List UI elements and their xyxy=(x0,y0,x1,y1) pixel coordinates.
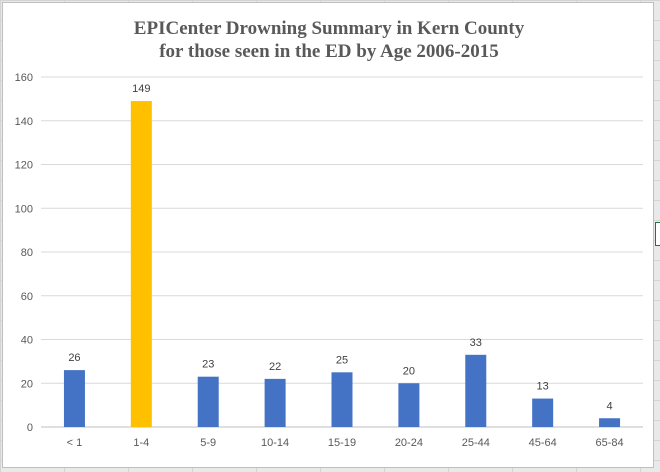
bar-0 xyxy=(63,370,85,427)
bar-4 xyxy=(331,372,353,427)
data-label-1: 149 xyxy=(132,83,150,95)
data-label-5: 20 xyxy=(403,365,415,377)
data-label-6: 33 xyxy=(470,337,482,349)
data-label-4: 25 xyxy=(336,354,348,366)
x-tick-label-7: 45-64 xyxy=(529,437,557,449)
bar-6 xyxy=(465,354,487,427)
x-tick-label-0: < 1 xyxy=(67,437,83,449)
data-label-0: 26 xyxy=(68,352,80,364)
y-tick-label-0: 0 xyxy=(27,422,33,434)
y-tick-label-3: 60 xyxy=(21,291,33,303)
data-label-8: 4 xyxy=(606,400,612,412)
bar-chart-plot: 0 20 40 60 80 100 120 140 160 26 < 1 149 1-4 23 5-9 22 1… xyxy=(15,72,643,449)
y-tick-label-2: 40 xyxy=(21,335,33,347)
x-tick-label-2: 5-9 xyxy=(200,437,216,449)
chart-area[interactable]: EPICenter Drowning Summary in Kern Count… xyxy=(2,2,654,468)
data-label-7: 13 xyxy=(537,381,549,393)
x-tick-label-4: 15-19 xyxy=(328,437,356,449)
chart-title-line-1: EPICenter Drowning Summary in Kern Count… xyxy=(133,18,525,39)
bar-1 xyxy=(130,101,152,427)
data-label-3: 22 xyxy=(269,361,281,373)
y-tick-label-8: 160 xyxy=(15,72,33,84)
y-tick-label-1: 20 xyxy=(21,378,33,390)
x-tick-label-6: 25-44 xyxy=(462,437,490,449)
x-tick-label-3: 10-14 xyxy=(261,437,289,449)
bar-3 xyxy=(264,378,286,427)
bar-8 xyxy=(599,418,621,427)
bar-2 xyxy=(197,376,219,427)
bar-7 xyxy=(532,398,554,427)
y-tick-label-4: 80 xyxy=(21,247,33,259)
bar-5 xyxy=(398,383,420,427)
chart-title-line-2: for those seen in the ED by Age 2006-201… xyxy=(159,41,499,62)
x-tick-label-5: 20-24 xyxy=(395,437,423,449)
x-tick-label-8: 65-84 xyxy=(595,437,623,449)
y-tick-label-5: 100 xyxy=(15,203,33,215)
resize-handle[interactable] xyxy=(655,222,660,246)
y-tick-label-6: 120 xyxy=(15,160,33,172)
chart-title: EPICenter Drowning Summary in Kern Count… xyxy=(3,17,655,63)
x-tick-label-1: 1-4 xyxy=(133,437,149,449)
y-tick-label-7: 140 xyxy=(15,116,33,128)
data-label-2: 23 xyxy=(202,359,214,371)
